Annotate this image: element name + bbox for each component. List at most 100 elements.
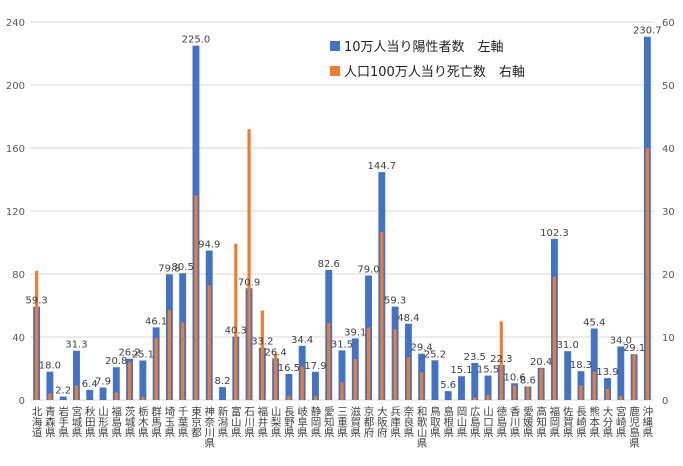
bar-deaths: [473, 397, 477, 400]
legend-label-cases: 10万人当り陽性者数 左軸: [344, 40, 504, 55]
category-label: 和歌山県: [416, 406, 428, 449]
bars-deaths-series: [35, 129, 649, 400]
right-axis-tick-label: 30: [662, 207, 675, 218]
right-axis-tick-label: 0: [662, 396, 668, 407]
category-label: 群馬県: [150, 405, 162, 438]
category-label: 佐賀県: [562, 405, 574, 438]
bar-cases: [458, 376, 465, 400]
category-labels: 北海道 青森県 岩手県 宮城県 秋田県 山形県 福島県 茨城県 栃木県 群馬県 埼玉県 千葉県 東京都神…: [31, 405, 654, 449]
category-label: 熊本県: [588, 405, 600, 438]
category-label: 山口県: [482, 406, 494, 438]
category-label: 石川県: [243, 406, 255, 438]
bar-deaths: [287, 396, 291, 400]
data-label-cases: 79.0: [357, 265, 379, 276]
category-label: 茨城県: [124, 405, 136, 438]
category-label: 沖縄県: [641, 405, 653, 438]
bar-deaths: [247, 129, 251, 400]
bar-cases: [471, 362, 479, 400]
gridlines: [30, 21, 654, 401]
bar-cases: [484, 375, 492, 400]
data-label-cases: 25.2: [424, 349, 446, 360]
bar-deaths: [645, 148, 649, 400]
right-axis: 0 10 20 30 40 50 60: [662, 18, 675, 407]
bar-deaths: [327, 323, 331, 400]
bar-cases: [590, 328, 598, 400]
data-label-cases: 230.7: [633, 26, 662, 37]
category-label: 香川県: [509, 406, 521, 438]
data-label-cases: 34.4: [291, 335, 313, 346]
left-axis-tick-label: 200: [6, 81, 25, 92]
bar-deaths: [552, 276, 557, 400]
data-label-cases: 7.9: [95, 377, 111, 388]
category-label: 山形県: [97, 406, 109, 438]
data-label-cases: 225.0: [182, 35, 211, 46]
data-label-cases: 70.9: [238, 277, 260, 288]
legend-swatch-cases: [330, 41, 340, 51]
bar-deaths: [539, 368, 543, 400]
bar-deaths: [579, 385, 583, 400]
data-label-cases: 33.2: [251, 337, 273, 348]
bar-deaths: [141, 396, 145, 400]
data-label-cases: 94.9: [198, 240, 220, 251]
category-label: 広島県: [469, 405, 481, 438]
bar-deaths: [353, 359, 357, 400]
legend-swatch-deaths: [330, 66, 340, 76]
bar-deaths: [300, 366, 304, 400]
bar-cases: [59, 396, 67, 400]
category-label: 高知県: [535, 405, 547, 438]
data-label-cases: 8.6: [520, 375, 536, 386]
data-label-cases: 59.3: [384, 296, 406, 307]
data-label-cases: 15.5: [477, 365, 499, 376]
left-axis-tick-label: 240: [6, 18, 25, 29]
bar-deaths: [167, 309, 171, 400]
data-label-cases: 82.6: [318, 259, 340, 270]
category-label: 奈良県: [402, 405, 414, 438]
category-label: 福島県: [110, 405, 122, 438]
data-label-cases: 13.9: [596, 367, 618, 378]
bar-cases: [285, 374, 293, 400]
bar-deaths: [74, 385, 79, 400]
bar-deaths: [181, 322, 185, 400]
bar-cases: [338, 350, 346, 400]
category-label: 徳島県: [495, 405, 507, 438]
category-label: 秋田県: [84, 405, 96, 438]
bar-cases: [431, 360, 439, 400]
data-label-cases: 2.2: [55, 386, 71, 397]
data-label-cases: 34.0: [610, 335, 632, 346]
data-label-cases: 29.4: [411, 343, 433, 354]
category-label: 宮城県: [70, 405, 82, 438]
category-label: 福岡県: [548, 405, 560, 438]
right-axis-tick-label: 20: [662, 270, 675, 281]
data-label-cases: 23.5: [464, 352, 486, 363]
left-axis-tick-label: 120: [6, 207, 25, 218]
data-label-cases: 26.2: [118, 348, 140, 359]
bar-deaths: [526, 386, 530, 400]
bar-deaths: [499, 321, 503, 400]
bar-cases: [86, 389, 94, 400]
category-label: 大分県: [602, 405, 614, 438]
category-label: 新潟県: [217, 405, 229, 438]
left-axis: 0 40 80 120 160 200 240: [6, 18, 25, 407]
category-label: 島根県: [442, 405, 454, 438]
bar-cases: [139, 360, 147, 400]
data-label-cases: 22.3: [490, 354, 512, 365]
bar-cases: [219, 387, 226, 400]
bar-deaths: [605, 388, 610, 400]
category-label: 長崎県: [575, 406, 587, 438]
category-label: 兵庫県: [389, 405, 401, 438]
data-label-cases: 29.1: [623, 343, 645, 354]
right-axis-tick-label: 40: [662, 144, 675, 155]
data-label-cases: 46.1: [145, 316, 167, 327]
category-label: 東京都: [190, 405, 202, 438]
category-label: 鳥取県: [429, 405, 441, 438]
category-label: 愛知県: [323, 405, 335, 438]
data-label-cases: 39.1: [344, 327, 366, 338]
bar-deaths: [619, 396, 623, 400]
data-label-cases: 31.5: [331, 339, 353, 350]
left-axis-tick-label: 80: [12, 270, 25, 281]
left-axis-tick-label: 40: [12, 333, 25, 344]
category-label: 神奈川県: [203, 405, 215, 449]
left-axis-tick-label: 0: [19, 396, 25, 407]
